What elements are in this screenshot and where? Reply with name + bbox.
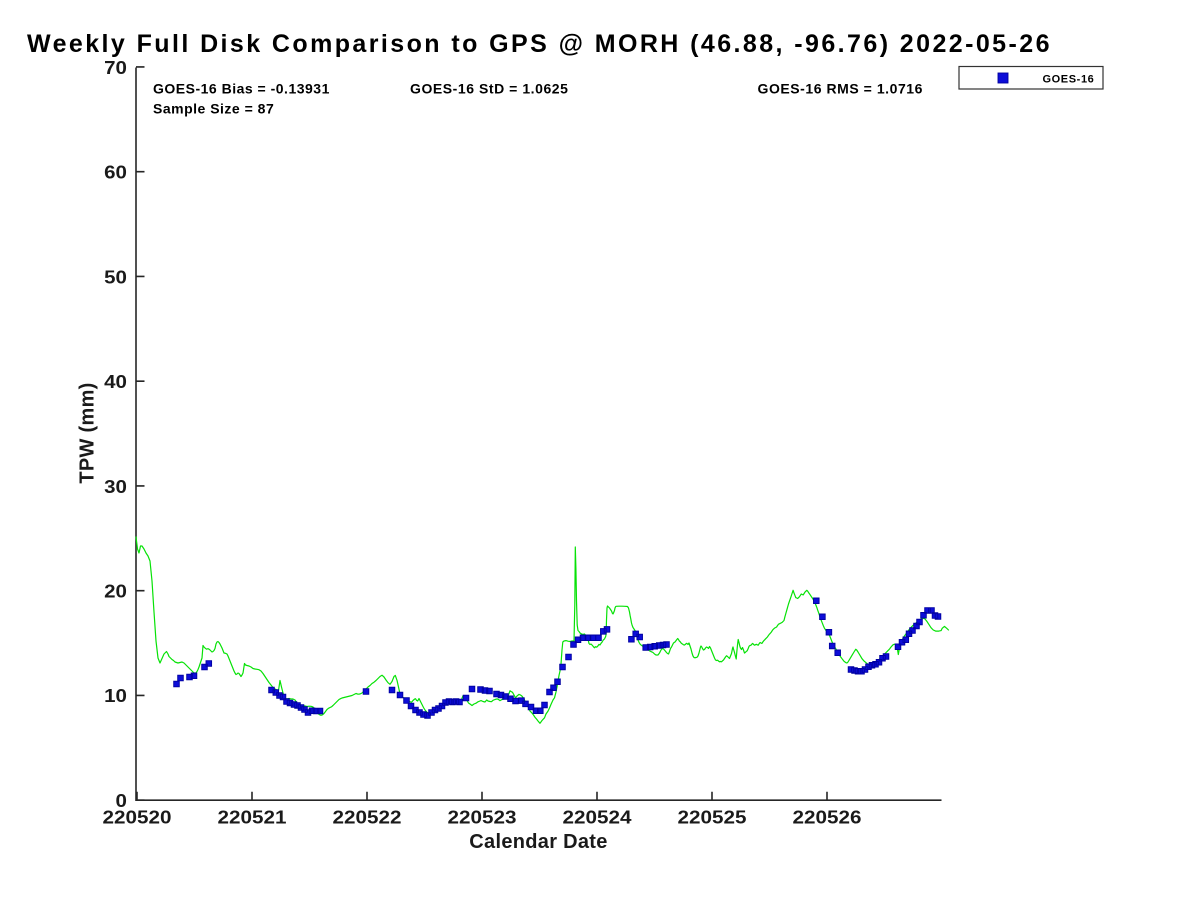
svg-text:220522: 220522 [333,807,402,827]
svg-text:220521: 220521 [218,807,287,827]
svg-text:30: 30 [104,477,127,497]
svg-text:220523: 220523 [448,807,517,827]
svg-text:220524: 220524 [563,807,632,827]
svg-text:10: 10 [104,686,127,706]
svg-text:Calendar Date: Calendar Date [469,831,607,853]
svg-text:GOES-16 Bias = -0.13931: GOES-16 Bias = -0.13931 [153,80,330,96]
svg-text:0: 0 [116,791,127,811]
svg-text:GOES-16: GOES-16 [1043,73,1095,85]
svg-text:220520: 220520 [103,807,172,827]
svg-text:40: 40 [104,372,127,392]
svg-text:50: 50 [104,267,127,287]
svg-text:220525: 220525 [678,807,747,827]
svg-text:20: 20 [104,582,127,602]
svg-text:TPW (mm): TPW (mm) [77,382,99,483]
svg-text:Sample Size = 87: Sample Size = 87 [153,101,274,117]
svg-text:GOES-16 RMS = 1.0716: GOES-16 RMS = 1.0716 [758,80,923,96]
svg-text:220526: 220526 [793,807,862,827]
svg-text:60: 60 [104,163,127,183]
svg-text:Weekly Full Disk Comparison to: Weekly Full Disk Comparison to GPS @ MOR… [27,30,1052,58]
svg-text:70: 70 [104,58,127,78]
svg-text:GOES-16 StD = 1.0625: GOES-16 StD = 1.0625 [410,80,568,96]
